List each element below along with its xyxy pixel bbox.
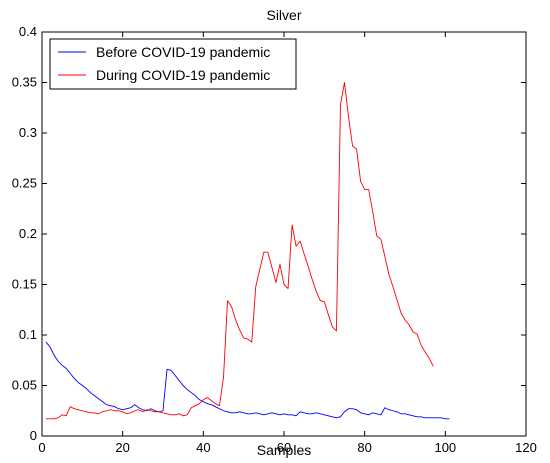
x-axis: 0 20 40 60 80 100 120 [38,32,537,455]
y-tick-label: 0.35 [12,75,37,90]
y-tick-label: 0.2 [19,226,37,241]
legend-label-before: Before COVID-19 pandemic [96,44,270,60]
y-tick-label: 0.4 [19,24,37,39]
series-layer [45,82,450,420]
y-tick-label: 0.25 [12,176,37,191]
chart-title: Silver [266,7,301,23]
x-tick-label: 80 [357,440,371,455]
x-axis-label: Samples [257,442,311,458]
legend-box [49,38,297,90]
x-tick-label: 0 [38,440,45,455]
x-tick-label: 100 [434,440,456,455]
legend: Before COVID-19 pandemic During COVID-19… [49,38,297,90]
y-axis: 0 0.05 0.1 0.15 0.2 0.25 0.3 0.35 0.4 [12,24,526,443]
x-tick-label: 20 [115,440,129,455]
plot-area [41,31,527,437]
series-line-before-covid [45,341,450,420]
x-tick-label: 60 [277,440,291,455]
series-line-during-covid [46,82,434,420]
legend-label-during: During COVID-19 pandemic [96,67,270,83]
x-tick-label: 120 [515,440,537,455]
x-tick-label: 40 [196,440,210,455]
y-tick-label: 0.3 [19,125,37,140]
y-tick-label: 0 [30,428,37,443]
y-tick-label: 0.05 [12,378,37,393]
y-tick-label: 0.15 [12,277,37,292]
y-tick-label: 0.1 [19,327,37,342]
